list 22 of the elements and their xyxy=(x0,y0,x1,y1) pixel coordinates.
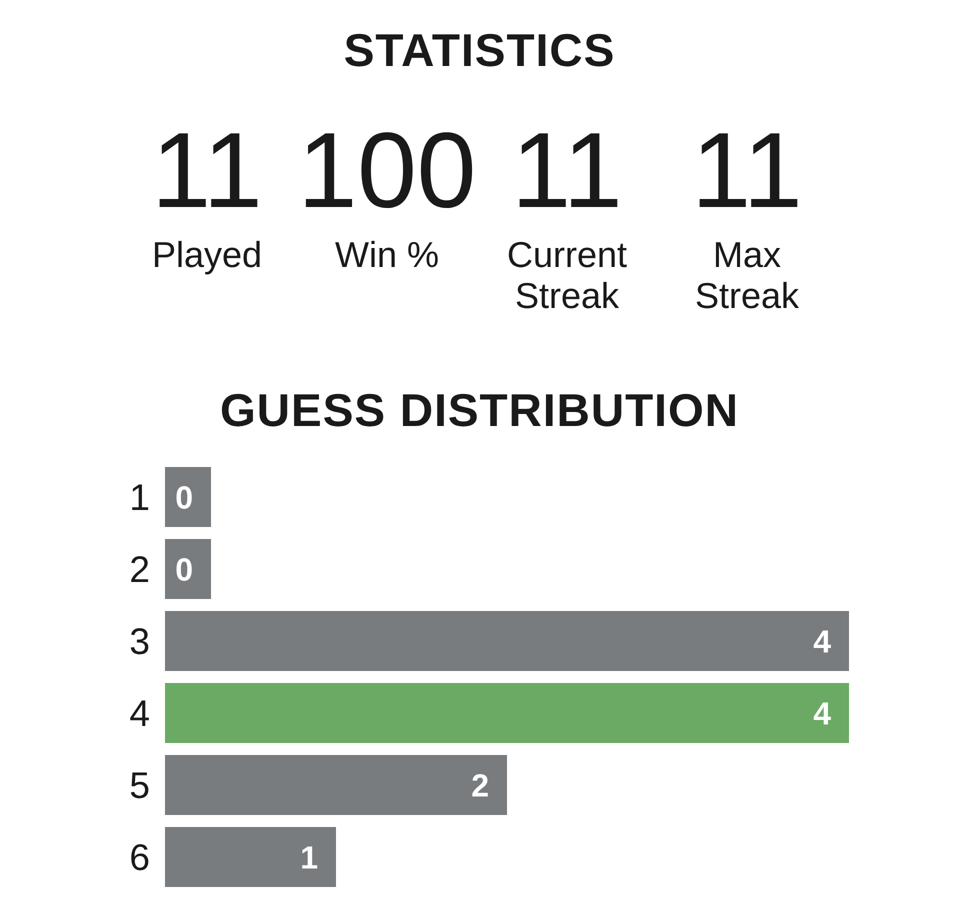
y-tick-label: 3 xyxy=(129,621,150,662)
data-label: 11 xyxy=(151,110,263,230)
data-label: 0 xyxy=(175,551,193,588)
data-label: 1 xyxy=(300,839,318,876)
y-tick-label: 2 xyxy=(129,549,150,590)
y-tick-label: 4 xyxy=(129,693,150,734)
data-label: 11 xyxy=(511,110,623,230)
category-label: Max Streak xyxy=(694,234,800,316)
category-label: Win % xyxy=(334,234,439,275)
data-label: 11 xyxy=(691,110,803,230)
data-label: 2 xyxy=(471,767,489,804)
y-tick-label: 1 xyxy=(129,477,150,518)
category-label: Played xyxy=(152,234,262,275)
chart-title: GUESS DISTRIBUTION xyxy=(219,384,740,436)
text: STATISTICS xyxy=(342,24,616,76)
data-label: 4 xyxy=(813,695,832,732)
y-tick-label: 5 xyxy=(129,765,150,806)
data-label: 4 xyxy=(813,623,832,660)
data-label: 0 xyxy=(175,479,193,516)
category-label: Current Streak xyxy=(506,234,628,316)
y-tick-label: 6 xyxy=(129,837,150,878)
data-label: 100 xyxy=(298,110,476,230)
